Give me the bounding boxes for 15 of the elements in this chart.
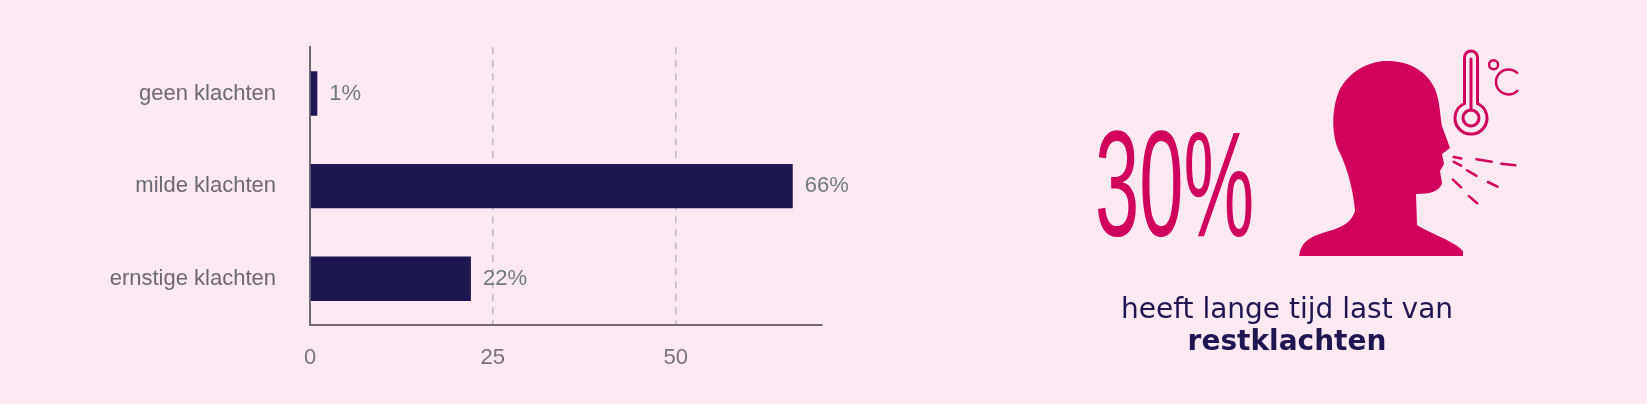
- x-tick-label: 25: [480, 344, 506, 370]
- text: 30%: [1095, 100, 1255, 268]
- y-tick-label: geen klachten: [139, 79, 276, 105]
- bar: [310, 256, 471, 301]
- bar: [310, 71, 318, 116]
- data-label: 1%: [329, 79, 362, 105]
- x-tick-label: 50: [663, 344, 688, 370]
- text: heeft lange tijd last van: [1120, 292, 1454, 325]
- bar: [310, 163, 793, 209]
- data-label: 66%: [804, 172, 849, 198]
- x-tick-label: 0: [303, 344, 317, 370]
- y-tick-label: ernstige klachten: [109, 264, 276, 290]
- data-label: 22%: [482, 264, 527, 290]
- y-tick-label: milde klachten: [135, 172, 276, 198]
- text: restklachten: [1187, 324, 1387, 357]
